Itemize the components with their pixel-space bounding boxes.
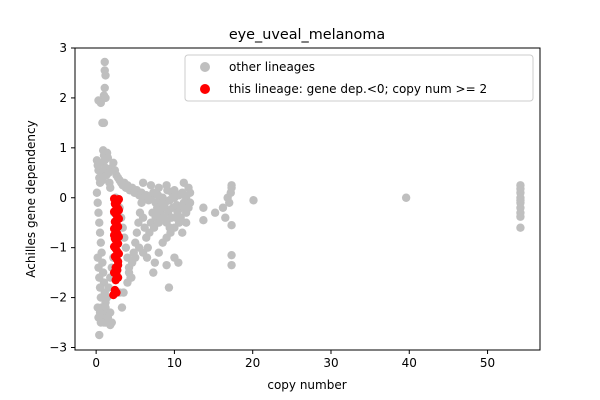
other-lineages-point-177 (185, 188, 195, 197)
other-lineages-point-9 (99, 118, 109, 128)
other-lineages-point-149 (176, 213, 185, 222)
y-axis: −3 −2 −1 0 1 2 3 (49, 41, 75, 355)
other-lineages-point-66 (170, 186, 179, 195)
other-lineages-point-75 (96, 238, 106, 247)
other-lineages-point-202 (516, 223, 525, 232)
other-lineages-point-124 (137, 198, 146, 207)
axes-frame (74, 47, 541, 351)
other-lineages-point-6 (101, 71, 110, 80)
other-lineages-point-87 (96, 293, 106, 302)
other-lineages-point-184 (221, 213, 230, 222)
this-lineage-point-36 (109, 290, 118, 300)
other-lineages-point-191 (227, 250, 236, 260)
other-lineages-point-70 (92, 188, 102, 197)
points-layer (92, 57, 525, 340)
other-lineages-point-68 (138, 178, 148, 187)
y-tick-label-0: 0 (59, 191, 67, 205)
other-lineages-point-190 (227, 221, 236, 230)
y-tick-label-1: 1 (59, 141, 67, 155)
y-axis-label: Achilles gene dependency (24, 120, 38, 277)
other-lineages-point-86 (95, 283, 105, 292)
other-lineages-point-182 (210, 208, 220, 217)
other-lineages-point-201 (516, 212, 525, 221)
other-lineages-point-175 (185, 198, 195, 207)
other-lineages-point-189 (227, 181, 236, 190)
other-lineages-point-166 (154, 248, 163, 257)
other-lineages-point-204 (516, 203, 525, 212)
other-lineages-point-165 (162, 260, 171, 270)
y-tick-label--2: −2 (49, 291, 67, 305)
other-lineages-point-193 (249, 196, 258, 205)
x-tick-label-0: 0 (92, 356, 100, 370)
other-lineages-point-114 (121, 243, 131, 252)
this-lineage-point-37 (113, 260, 123, 270)
other-lineages-point-159 (142, 253, 152, 262)
other-lineages-point-164 (174, 258, 183, 267)
legend-marker-other-lineages (200, 62, 210, 72)
other-lineages-point-83 (93, 253, 102, 262)
other-lineages-point-194 (401, 193, 411, 202)
legend-label-this-lineage: this lineage: gene dep.<0; copy num >= 2 (229, 82, 487, 96)
other-lineages-point-74 (95, 228, 105, 237)
x-axis: 0 10 20 30 40 50 (92, 350, 495, 370)
legend-box (184, 54, 534, 102)
other-lineages-point-176 (179, 178, 189, 187)
this-lineage-point-39 (109, 230, 119, 240)
other-lineages-point-170 (178, 228, 187, 237)
other-lineages-point-192 (227, 260, 236, 270)
other-lineages-point-29 (109, 158, 118, 168)
other-lineages-point-125 (138, 213, 148, 222)
other-lineages-point-85 (95, 273, 104, 282)
x-tick-label-50: 50 (480, 356, 495, 370)
other-lineages-point-161 (164, 283, 174, 292)
other-lineages-point-27 (106, 183, 115, 192)
other-lineages-point-65 (162, 181, 171, 190)
other-lineages-point-104 (106, 308, 115, 317)
x-tick-label-10: 10 (167, 356, 182, 370)
legend: other lineages this lineage: gene dep.<0… (184, 54, 534, 102)
x-tick-label-20: 20 (245, 356, 260, 370)
other-lineages-point-107 (95, 330, 104, 340)
other-lineages-point-155 (127, 273, 136, 282)
legend-marker-this-lineage (200, 84, 210, 94)
other-lineages-point-183 (218, 203, 228, 212)
other-lineages-point-181 (199, 216, 208, 225)
other-lineages-point-4 (101, 93, 110, 103)
other-lineages-point-84 (94, 263, 103, 272)
this-lineage-point-38 (114, 206, 124, 215)
y-tick-label-2: 2 (59, 91, 67, 105)
y-tick-label--1: −1 (49, 241, 67, 255)
other-lineages-point-7 (100, 57, 109, 67)
other-lineages-point-180 (199, 203, 208, 212)
other-lineages-point-73 (95, 218, 104, 227)
x-axis-label: copy number (267, 378, 346, 392)
other-lineages-point-106 (106, 320, 115, 330)
other-lineages-point-3 (100, 83, 109, 93)
y-tick-label--3: −3 (49, 341, 67, 355)
other-lineages-point-72 (94, 208, 103, 217)
other-lineages-point-69 (146, 181, 156, 190)
other-lineages-point-169 (166, 228, 175, 237)
y-tick-label-3: 3 (59, 41, 67, 55)
other-lineages-point-186 (225, 198, 234, 207)
other-lineages-point-171 (181, 218, 191, 227)
legend-label-other-lineages: other lineages (229, 60, 315, 74)
other-lineages-point-24 (103, 153, 113, 163)
other-lineages-point-109 (93, 303, 102, 312)
x-tick-label-30: 30 (323, 356, 338, 370)
chart-title: eye_uveal_melanoma (229, 27, 385, 43)
x-tick-label-40: 40 (402, 356, 417, 370)
other-lineages-point-71 (93, 198, 102, 207)
other-lineages-point-108 (94, 313, 103, 322)
other-lineages-point-156 (131, 253, 140, 262)
other-lineages-point-160 (150, 258, 160, 267)
other-lineages-point-67 (178, 188, 187, 197)
this-lineage-point-33 (111, 275, 120, 285)
other-lineages-point-64 (154, 183, 163, 192)
other-lineages-point-162 (149, 268, 158, 277)
other-lineages-point-121 (132, 228, 142, 237)
other-lineages-point-151 (117, 303, 127, 312)
